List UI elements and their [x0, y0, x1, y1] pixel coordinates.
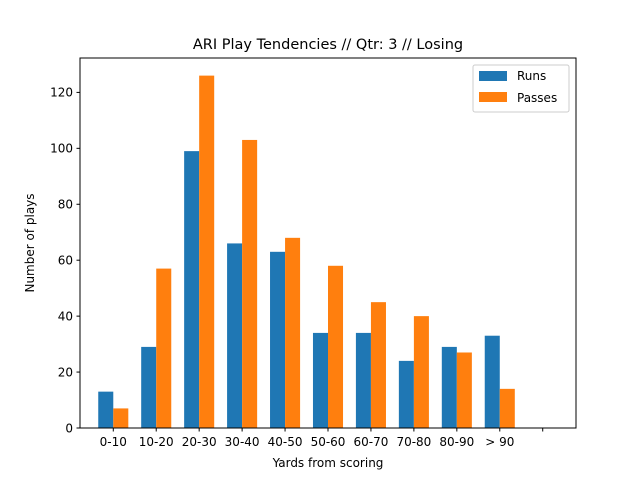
legend: Runs Passes [472, 64, 570, 113]
x-tick-label-1: 10-20 [139, 435, 174, 449]
bar-runs-5 [312, 332, 328, 428]
bar-passes-1 [156, 268, 172, 428]
bar-passes-7 [413, 316, 429, 428]
legend-label-passes: Passes [517, 91, 557, 105]
x-tick-label-2: 20-30 [182, 435, 217, 449]
bar-runs-4 [270, 251, 286, 428]
y-axis: 0 20 40 60 80 100 120 [50, 86, 80, 435]
bar-passes-6 [370, 302, 386, 428]
x-axis-label: Yards from scoring [272, 456, 384, 470]
y-axis-label: Number of plays [23, 193, 37, 292]
y-tick-label-60: 60 [58, 253, 73, 267]
bar-passes-3 [242, 139, 258, 428]
x-tick-label-4: 40-50 [268, 435, 303, 449]
bar-runs-9 [484, 335, 500, 428]
bar-passes-8 [456, 352, 472, 428]
legend-swatch-passes [479, 92, 507, 102]
x-tick-label-3: 30-40 [225, 435, 260, 449]
legend-swatch-runs [479, 71, 507, 81]
bar-passes-0 [113, 408, 129, 428]
bar-passes-4 [285, 237, 301, 428]
y-tick-label-20: 20 [58, 365, 73, 379]
bar-runs-0 [98, 391, 114, 428]
chart-title: ARI Play Tendencies // Qtr: 3 // Losing [193, 37, 463, 53]
bar-runs-6 [355, 332, 371, 428]
y-tick-label-0: 0 [65, 421, 73, 435]
legend-label-runs: Runs [517, 69, 546, 83]
bar-passes-2 [199, 75, 215, 429]
bar-passes-9 [499, 388, 515, 428]
bar-runs-8 [441, 346, 457, 428]
y-tick-label-120: 120 [50, 86, 73, 100]
bar-passes-5 [328, 265, 344, 428]
x-tick-label-6: 60-70 [354, 435, 389, 449]
x-tick-label-7: 70-80 [396, 435, 431, 449]
bar-runs-1 [141, 346, 157, 428]
bar-runs-2 [184, 151, 200, 428]
x-tick-label-5: 50-60 [311, 435, 346, 449]
y-tick-label-100: 100 [50, 142, 73, 156]
bar-runs-3 [227, 243, 243, 428]
y-tick-label-40: 40 [58, 309, 73, 323]
bar-runs-7 [398, 360, 414, 428]
bars-group [98, 75, 515, 429]
y-tick-label-80: 80 [58, 198, 73, 212]
x-axis: 0-10 10-20 20-30 30-40 40-50 50-60 60-70 70-80 8… [100, 428, 544, 449]
x-tick-label-0: 0-10 [100, 435, 127, 449]
x-tick-label-8: 80-90 [439, 435, 474, 449]
x-tick-label-9: > 90 [485, 435, 514, 449]
